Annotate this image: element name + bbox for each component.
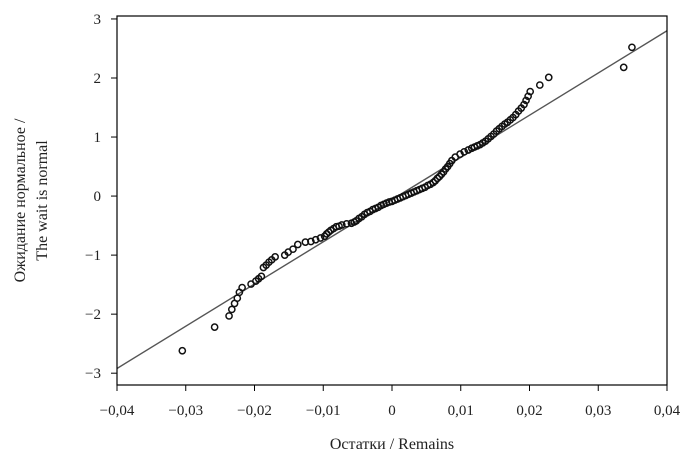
y-tick-label: −3 [85, 366, 101, 382]
data-point [433, 174, 442, 183]
y-tick-label: −2 [85, 307, 101, 323]
data-point [210, 323, 219, 331]
data-point [526, 87, 535, 96]
x-tick-label: 0,03 [585, 403, 611, 419]
x-tick-label: 0,04 [654, 403, 681, 419]
data-point [238, 283, 246, 292]
data-point [342, 219, 351, 228]
data-point [619, 63, 628, 72]
x-tick-label: 0 [388, 403, 396, 419]
data-point [307, 237, 315, 246]
x-tick-label: −0,02 [237, 403, 272, 419]
data-point [227, 305, 236, 314]
data-point [257, 272, 266, 281]
x-tick-label: 0,02 [516, 403, 542, 419]
data-point [460, 147, 469, 156]
y-axis-title-line-1: Ожидание нормальное / [12, 118, 29, 282]
data-point [337, 221, 346, 229]
x-axis-ticks: −0,04 −0,03 −0,02 −0,01 0 0,01 0,02 0,03 0,04 [100, 385, 681, 419]
data-point [522, 96, 530, 105]
data-point [271, 253, 279, 261]
data-point [316, 234, 325, 242]
data-point [628, 43, 636, 52]
x-tick-label: −0,03 [168, 403, 203, 419]
y-tick-label: 3 [94, 12, 102, 28]
data-point [544, 73, 553, 82]
data-point [225, 312, 233, 320]
y-tick-label: 0 [94, 189, 102, 205]
y-axis-title-line-2: The wait is normal [34, 140, 51, 261]
y-axis-ticks: 3 2 1 0 −1 −2 −3 [85, 12, 117, 382]
data-point [289, 245, 297, 254]
x-tick-label: −0,01 [306, 403, 341, 419]
x-tick-label: 0,01 [448, 403, 474, 419]
data-point [324, 228, 333, 236]
x-axis-title: Остатки / Remains [330, 436, 454, 453]
y-tick-label: −1 [85, 248, 101, 264]
y-tick-label: 2 [94, 71, 102, 87]
data-point [293, 240, 302, 249]
data-point [535, 81, 544, 89]
data-point [429, 178, 438, 187]
data-point [520, 100, 528, 109]
data-points [178, 43, 636, 355]
x-tick-label: −0,04 [100, 403, 135, 419]
data-point [178, 346, 187, 355]
data-point [311, 235, 320, 244]
plot-frame [116, 15, 668, 386]
y-tick-label: 1 [94, 130, 102, 146]
